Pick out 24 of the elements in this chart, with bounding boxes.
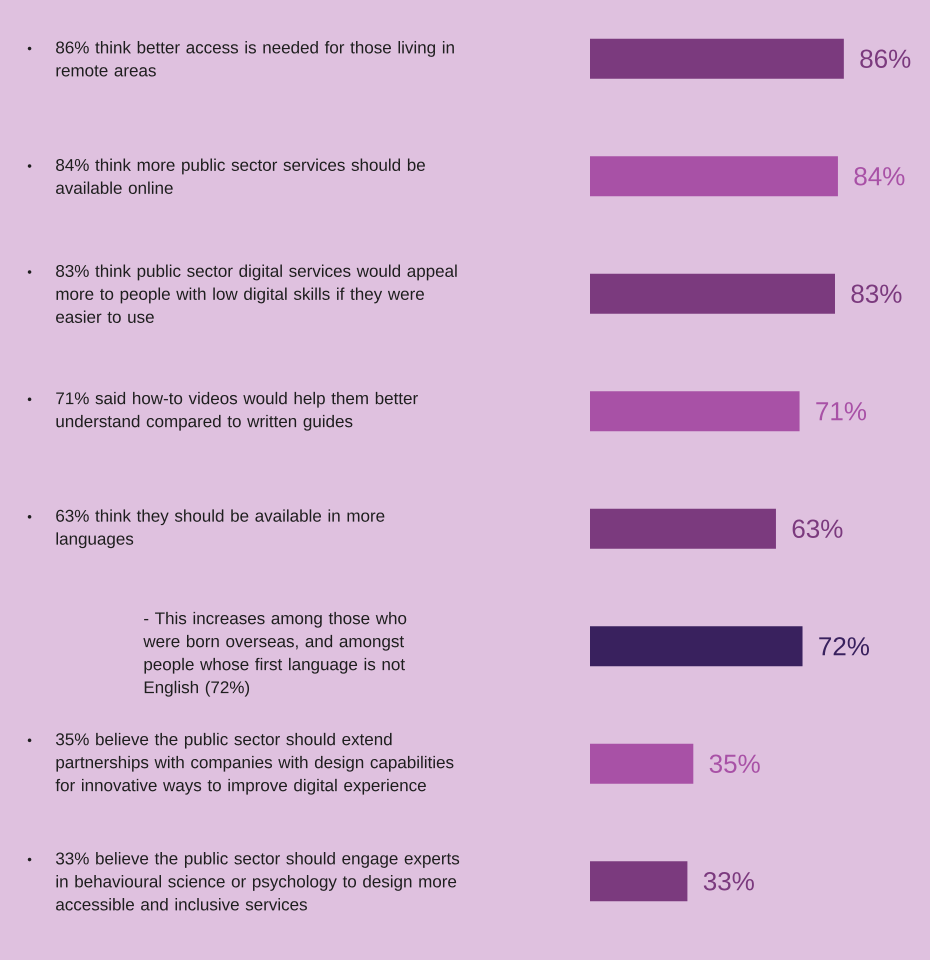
bar	[590, 156, 838, 196]
bar	[590, 274, 835, 314]
data-label: 83%	[851, 284, 902, 303]
bar	[590, 508, 776, 549]
y-tick-label: 33% believe the public sector should engage experts in behavioural science or psychology to design more accessible and inclusive services	[56, 852, 460, 910]
bar	[590, 391, 800, 432]
bar	[590, 744, 694, 784]
y-tick-label: 35% believe the public sector should extend partnerships with companies with design capabilities for innovative ways to improve digital experience	[56, 732, 454, 795]
y-tick-label: 86% think better access is needed for those living in remote areas	[56, 41, 454, 76]
data-label: 71%	[816, 402, 866, 420]
y-tick-label: 71% said how-to videos would help them better understand compared to written guides	[56, 392, 418, 431]
data-label: 72%	[819, 637, 869, 656]
bar	[590, 38, 844, 79]
data-label: 35%	[710, 754, 760, 773]
bar	[590, 626, 803, 666]
data-label: 33%	[704, 872, 754, 890]
data-label: 84%	[854, 167, 904, 186]
y-tick-label: 63% think they should be available in more languages	[56, 509, 384, 548]
y-tick-label: 83% think public sector digital services would appeal more to people with low digital skills if they were easier to use	[56, 264, 457, 323]
data-label: 63%	[792, 520, 842, 538]
bar	[590, 861, 688, 902]
data-label: 86%	[860, 50, 910, 68]
y-tick-label: 84% think more public sector services should be available online	[56, 158, 425, 194]
text: - This increases among those who were born overseas, and amongst people whose first language is not English (72%)	[143, 612, 406, 697]
